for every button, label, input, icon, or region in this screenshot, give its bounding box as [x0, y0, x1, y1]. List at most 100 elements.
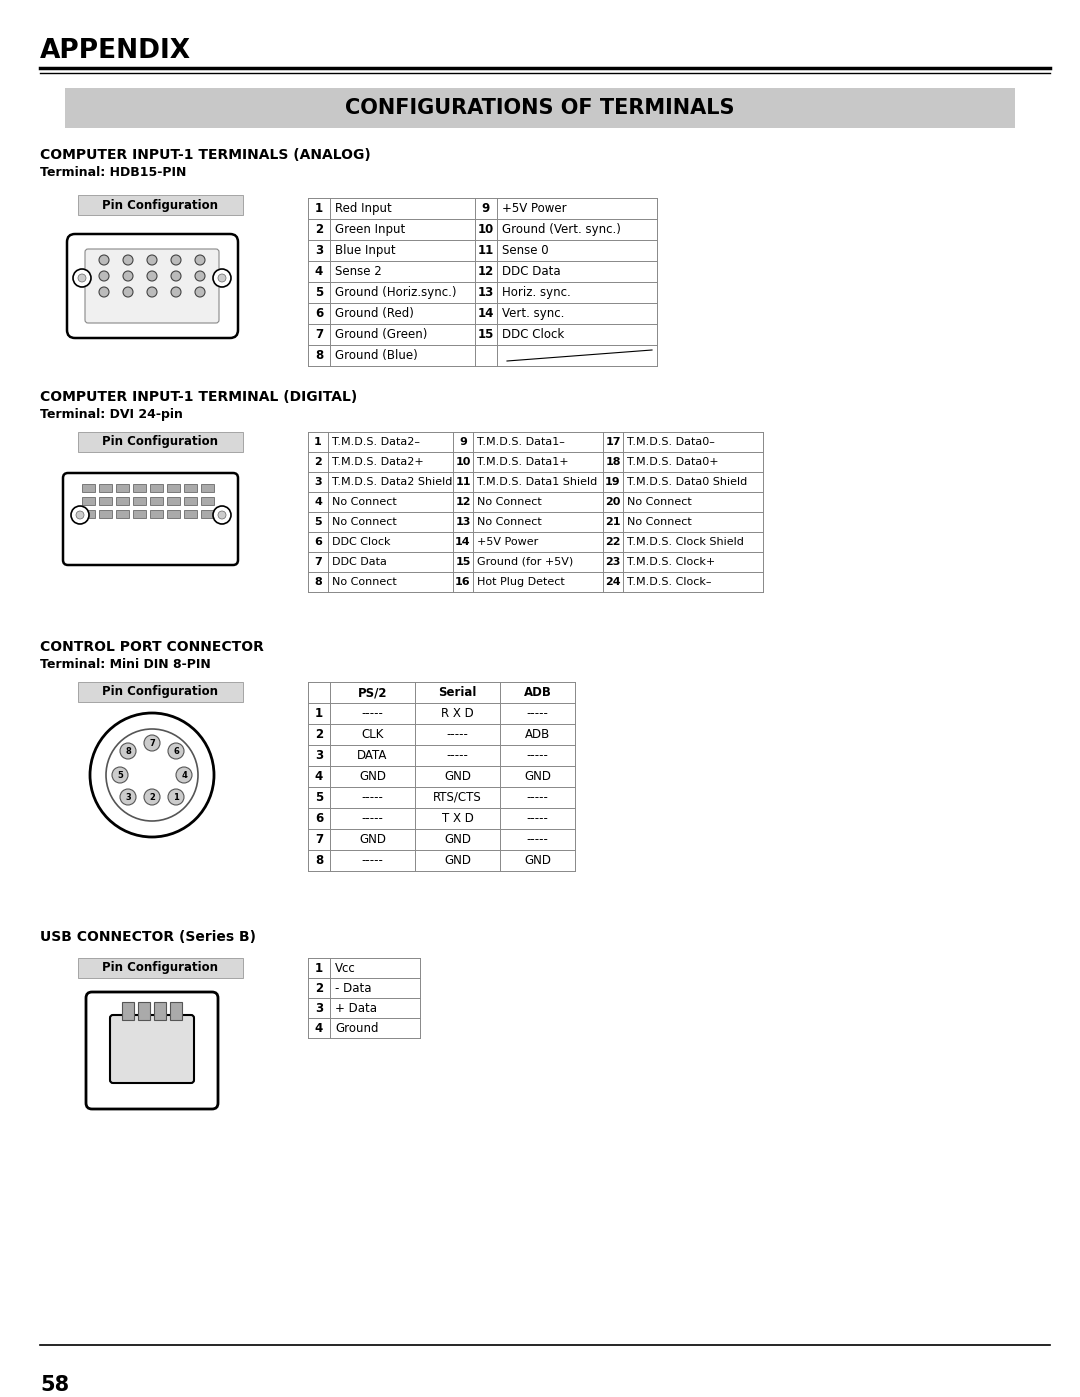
- Text: -----: -----: [527, 833, 549, 847]
- Text: APPENDIX: APPENDIX: [40, 38, 191, 64]
- Text: 7: 7: [314, 557, 322, 567]
- Text: GND: GND: [524, 770, 551, 782]
- Text: Sense 0: Sense 0: [502, 244, 549, 257]
- Text: 24: 24: [605, 577, 621, 587]
- Circle shape: [90, 712, 214, 837]
- Text: 4: 4: [314, 497, 322, 507]
- Text: 13: 13: [477, 286, 495, 299]
- FancyBboxPatch shape: [122, 1002, 134, 1020]
- FancyBboxPatch shape: [78, 196, 243, 215]
- Text: 10: 10: [477, 224, 495, 236]
- Text: 12: 12: [456, 497, 471, 507]
- FancyBboxPatch shape: [150, 483, 163, 492]
- Text: 7: 7: [315, 328, 323, 341]
- Text: 1: 1: [315, 961, 323, 975]
- Text: COMPUTER INPUT-1 TERMINALS (ANALOG): COMPUTER INPUT-1 TERMINALS (ANALOG): [40, 148, 370, 162]
- Text: 1: 1: [314, 437, 322, 447]
- Text: DDC Clock: DDC Clock: [332, 536, 391, 548]
- FancyBboxPatch shape: [201, 510, 214, 518]
- Text: GND: GND: [444, 770, 471, 782]
- Text: 8: 8: [314, 577, 322, 587]
- FancyBboxPatch shape: [167, 483, 180, 492]
- Text: RTS/CTS: RTS/CTS: [433, 791, 482, 805]
- Text: Pin Configuration: Pin Configuration: [103, 198, 218, 211]
- FancyBboxPatch shape: [99, 510, 112, 518]
- Text: 14: 14: [477, 307, 495, 320]
- Text: 5: 5: [315, 286, 323, 299]
- Text: 19: 19: [605, 476, 621, 488]
- Text: GND: GND: [359, 833, 386, 847]
- Text: 3: 3: [125, 792, 131, 802]
- FancyBboxPatch shape: [99, 497, 112, 504]
- FancyBboxPatch shape: [85, 249, 219, 323]
- Text: Ground: Ground: [335, 1021, 378, 1035]
- Circle shape: [195, 256, 205, 265]
- Text: R X D: R X D: [441, 707, 474, 719]
- Text: T.M.D.S. Data1 Shield: T.M.D.S. Data1 Shield: [477, 476, 597, 488]
- FancyBboxPatch shape: [82, 510, 95, 518]
- Text: 11: 11: [456, 476, 471, 488]
- Text: Ground (Horiz.sync.): Ground (Horiz.sync.): [335, 286, 457, 299]
- Circle shape: [147, 256, 157, 265]
- FancyBboxPatch shape: [154, 1002, 166, 1020]
- FancyBboxPatch shape: [167, 497, 180, 504]
- Text: 6: 6: [173, 746, 179, 756]
- Text: No Connect: No Connect: [627, 517, 692, 527]
- Text: 4: 4: [315, 1021, 323, 1035]
- Circle shape: [218, 511, 226, 520]
- Circle shape: [218, 274, 226, 282]
- Circle shape: [147, 271, 157, 281]
- Text: Ground (Vert. sync.): Ground (Vert. sync.): [502, 224, 621, 236]
- Text: 2: 2: [315, 224, 323, 236]
- Text: T.M.D.S. Clock Shield: T.M.D.S. Clock Shield: [627, 536, 744, 548]
- FancyBboxPatch shape: [67, 235, 238, 338]
- Text: T.M.D.S. Data1–: T.M.D.S. Data1–: [477, 437, 565, 447]
- FancyBboxPatch shape: [116, 510, 129, 518]
- Text: 2: 2: [149, 792, 154, 802]
- Text: 2: 2: [315, 982, 323, 995]
- Text: Serial: Serial: [438, 686, 476, 698]
- Text: 17: 17: [605, 437, 621, 447]
- Text: 18: 18: [605, 457, 621, 467]
- Text: 6: 6: [315, 812, 323, 826]
- FancyBboxPatch shape: [82, 497, 95, 504]
- Circle shape: [112, 767, 129, 782]
- FancyBboxPatch shape: [78, 432, 243, 453]
- Text: 9: 9: [482, 203, 490, 215]
- FancyBboxPatch shape: [150, 510, 163, 518]
- Text: 8: 8: [315, 349, 323, 362]
- Text: 12: 12: [477, 265, 495, 278]
- Circle shape: [213, 506, 231, 524]
- Text: 23: 23: [605, 557, 621, 567]
- Text: Ground (for +5V): Ground (for +5V): [477, 557, 573, 567]
- Text: 58: 58: [40, 1375, 69, 1396]
- Text: ADB: ADB: [524, 686, 552, 698]
- Text: - Data: - Data: [335, 982, 372, 995]
- Text: 8: 8: [315, 854, 323, 868]
- FancyBboxPatch shape: [86, 992, 218, 1109]
- Text: 4: 4: [315, 265, 323, 278]
- Text: Horiz. sync.: Horiz. sync.: [502, 286, 570, 299]
- Text: Pin Configuration: Pin Configuration: [103, 961, 218, 975]
- Text: T.M.D.S. Data2–: T.M.D.S. Data2–: [332, 437, 420, 447]
- FancyBboxPatch shape: [184, 483, 197, 492]
- Text: 8: 8: [125, 746, 131, 756]
- Text: CONFIGURATIONS OF TERMINALS: CONFIGURATIONS OF TERMINALS: [346, 98, 734, 117]
- FancyBboxPatch shape: [63, 474, 238, 564]
- Text: 13: 13: [456, 517, 471, 527]
- Circle shape: [213, 270, 231, 286]
- Text: Ground (Blue): Ground (Blue): [335, 349, 418, 362]
- Text: 3: 3: [315, 1002, 323, 1014]
- Text: 5: 5: [314, 517, 322, 527]
- Text: 4: 4: [181, 771, 187, 780]
- Circle shape: [123, 271, 133, 281]
- Text: T.M.D.S. Clock+: T.M.D.S. Clock+: [627, 557, 715, 567]
- Circle shape: [168, 743, 184, 759]
- Circle shape: [99, 286, 109, 298]
- Text: T.M.D.S. Data2+: T.M.D.S. Data2+: [332, 457, 423, 467]
- FancyBboxPatch shape: [116, 483, 129, 492]
- FancyBboxPatch shape: [133, 483, 146, 492]
- Text: -----: -----: [446, 749, 469, 761]
- Circle shape: [144, 789, 160, 805]
- Text: 7: 7: [315, 833, 323, 847]
